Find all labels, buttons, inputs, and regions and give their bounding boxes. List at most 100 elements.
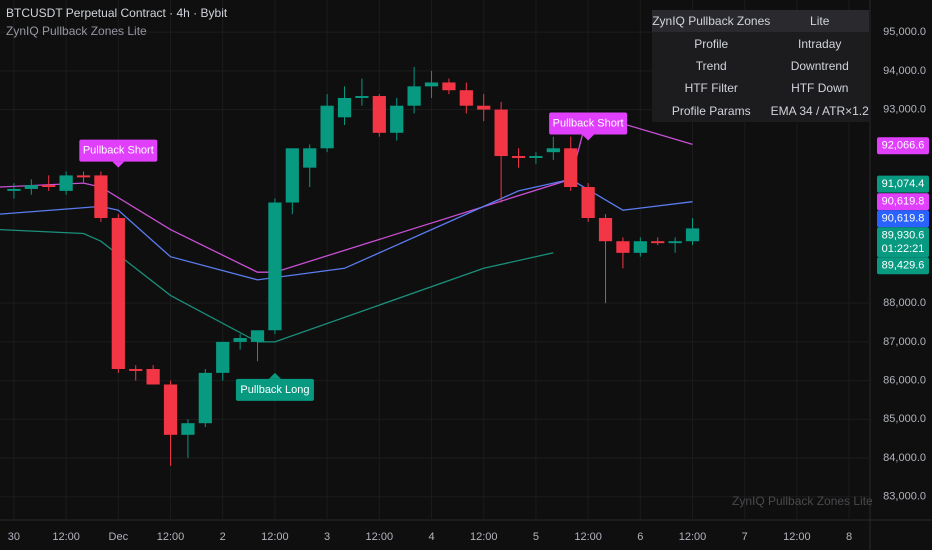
table-row: Trend Downtrend <box>652 55 869 77</box>
candle-body <box>372 96 386 133</box>
y-tick-label: 85,000.0 <box>883 413 926 425</box>
candle-body <box>564 148 578 188</box>
x-tick-label: 12:00 <box>574 531 602 543</box>
x-tick-label: 12:00 <box>261 531 289 543</box>
price-label-text: 89,429.6 <box>882 260 925 272</box>
table-row: HTF Filter HTF Down <box>652 77 869 99</box>
candle-body <box>459 90 473 106</box>
candle-body <box>216 341 230 373</box>
table-cell: Lite <box>770 10 869 33</box>
candle-body <box>268 202 282 331</box>
candle-body <box>424 82 439 87</box>
candle-body <box>494 109 508 157</box>
table-cell: Profile <box>694 36 729 51</box>
candle-body <box>633 241 647 253</box>
candle-body <box>198 372 212 424</box>
price-label <box>877 210 929 228</box>
price-label-text: 90,619.8 <box>882 196 925 208</box>
annotation-box <box>549 112 628 135</box>
candle-body <box>668 241 682 244</box>
annotation-pointer <box>268 372 281 379</box>
x-tick-label: 3 <box>324 531 330 543</box>
candle-body <box>129 368 143 371</box>
candle-body <box>250 330 265 342</box>
candle-body <box>59 175 73 191</box>
candle-body <box>390 105 404 133</box>
price-label <box>877 175 929 193</box>
indicator-line <box>0 228 554 343</box>
annotation-box <box>235 378 314 401</box>
annotation-label: Pullback Short <box>83 145 154 157</box>
x-tick-label: Dec <box>109 531 129 543</box>
x-tick-label: 12:00 <box>157 531 185 543</box>
y-tick-label: 87,000.0 <box>883 336 926 348</box>
info-table: ZynIQ Pullback Zones Lite Profile Intraday T… <box>652 10 869 122</box>
table-cell: Intraday <box>798 36 842 51</box>
price-label-text: 89,930.6 <box>882 230 925 242</box>
annotation-box <box>79 139 158 162</box>
x-tick-label: 8 <box>846 531 852 543</box>
table-cell: EMA 34 / ATR×1.2 <box>770 103 869 118</box>
x-tick-label: 7 <box>742 531 748 543</box>
price-label-text: 90,619.8 <box>882 213 925 225</box>
x-tick-label: 12:00 <box>470 531 498 543</box>
symbol-title: BTCUSDT Perpetual Contract · 4h · Bybit <box>6 6 228 20</box>
indicator-line <box>0 112 693 273</box>
y-tick-label: 88,000.0 <box>883 297 926 309</box>
annotation-pointer <box>582 134 595 141</box>
price-label <box>877 137 929 155</box>
candle-body <box>76 175 91 178</box>
price-label-text: 91,074.4 <box>882 178 925 190</box>
y-tick-label: 83,000.0 <box>883 491 926 503</box>
table-cell: Profile Params <box>671 103 751 118</box>
table-cell: HTF Filter <box>684 81 738 96</box>
candle-body <box>616 241 630 253</box>
y-tick-label: 93,000.0 <box>883 103 926 115</box>
candle-body <box>24 185 38 189</box>
candle-body <box>581 187 595 218</box>
candle-body <box>146 368 160 385</box>
x-tick-label: 12:00 <box>679 531 707 543</box>
x-tick-label: 12:00 <box>366 531 394 543</box>
price-label <box>877 227 929 258</box>
y-tick-label: 94,000.0 <box>883 65 926 77</box>
watermark: ZynIQ Pullback Zones Lite <box>732 494 873 508</box>
table-cell: Trend <box>695 58 727 73</box>
candle-body <box>181 423 195 435</box>
annotation-pointer <box>112 161 125 168</box>
candle-body <box>42 185 56 188</box>
table-cell: ZynIQ Pullback Zones <box>652 10 771 33</box>
candle-body <box>111 217 125 369</box>
candle-body <box>320 105 334 149</box>
annotation-label: Pullback Short <box>553 117 624 129</box>
table-row: Profile Params EMA 34 / ATR×1.2 <box>652 100 869 122</box>
price-label <box>877 193 929 211</box>
header: BTCUSDT Perpetual Contract · 4h · Bybit … <box>6 4 227 40</box>
y-tick-label: 84,000.0 <box>883 452 926 464</box>
candle-body <box>598 217 613 242</box>
candle-body <box>651 241 665 244</box>
candle-body <box>529 156 543 158</box>
table-row: Profile Intraday <box>652 32 869 54</box>
candle-body <box>442 82 456 91</box>
candle-body <box>546 148 560 153</box>
candle-body <box>337 97 352 118</box>
candle-body <box>511 156 526 158</box>
annotation-label: Pullback Long <box>240 384 309 396</box>
candle-body <box>303 148 317 168</box>
indicator-name: ZynIQ Pullback Zones Lite <box>6 24 147 38</box>
y-tick-label: 86,000.0 <box>883 375 926 387</box>
candle-body <box>407 86 421 106</box>
x-tick-label: 6 <box>637 531 643 543</box>
x-tick-label: 5 <box>533 531 539 543</box>
candle-body <box>7 188 21 191</box>
candle-body <box>163 384 178 435</box>
candle-body <box>685 228 700 242</box>
table-cell: Downtrend <box>790 58 849 73</box>
candle-body <box>355 96 369 98</box>
x-tick-label: 12:00 <box>783 531 811 543</box>
candle-body <box>233 338 247 342</box>
table-row: ZynIQ Pullback Zones Lite <box>652 10 869 33</box>
